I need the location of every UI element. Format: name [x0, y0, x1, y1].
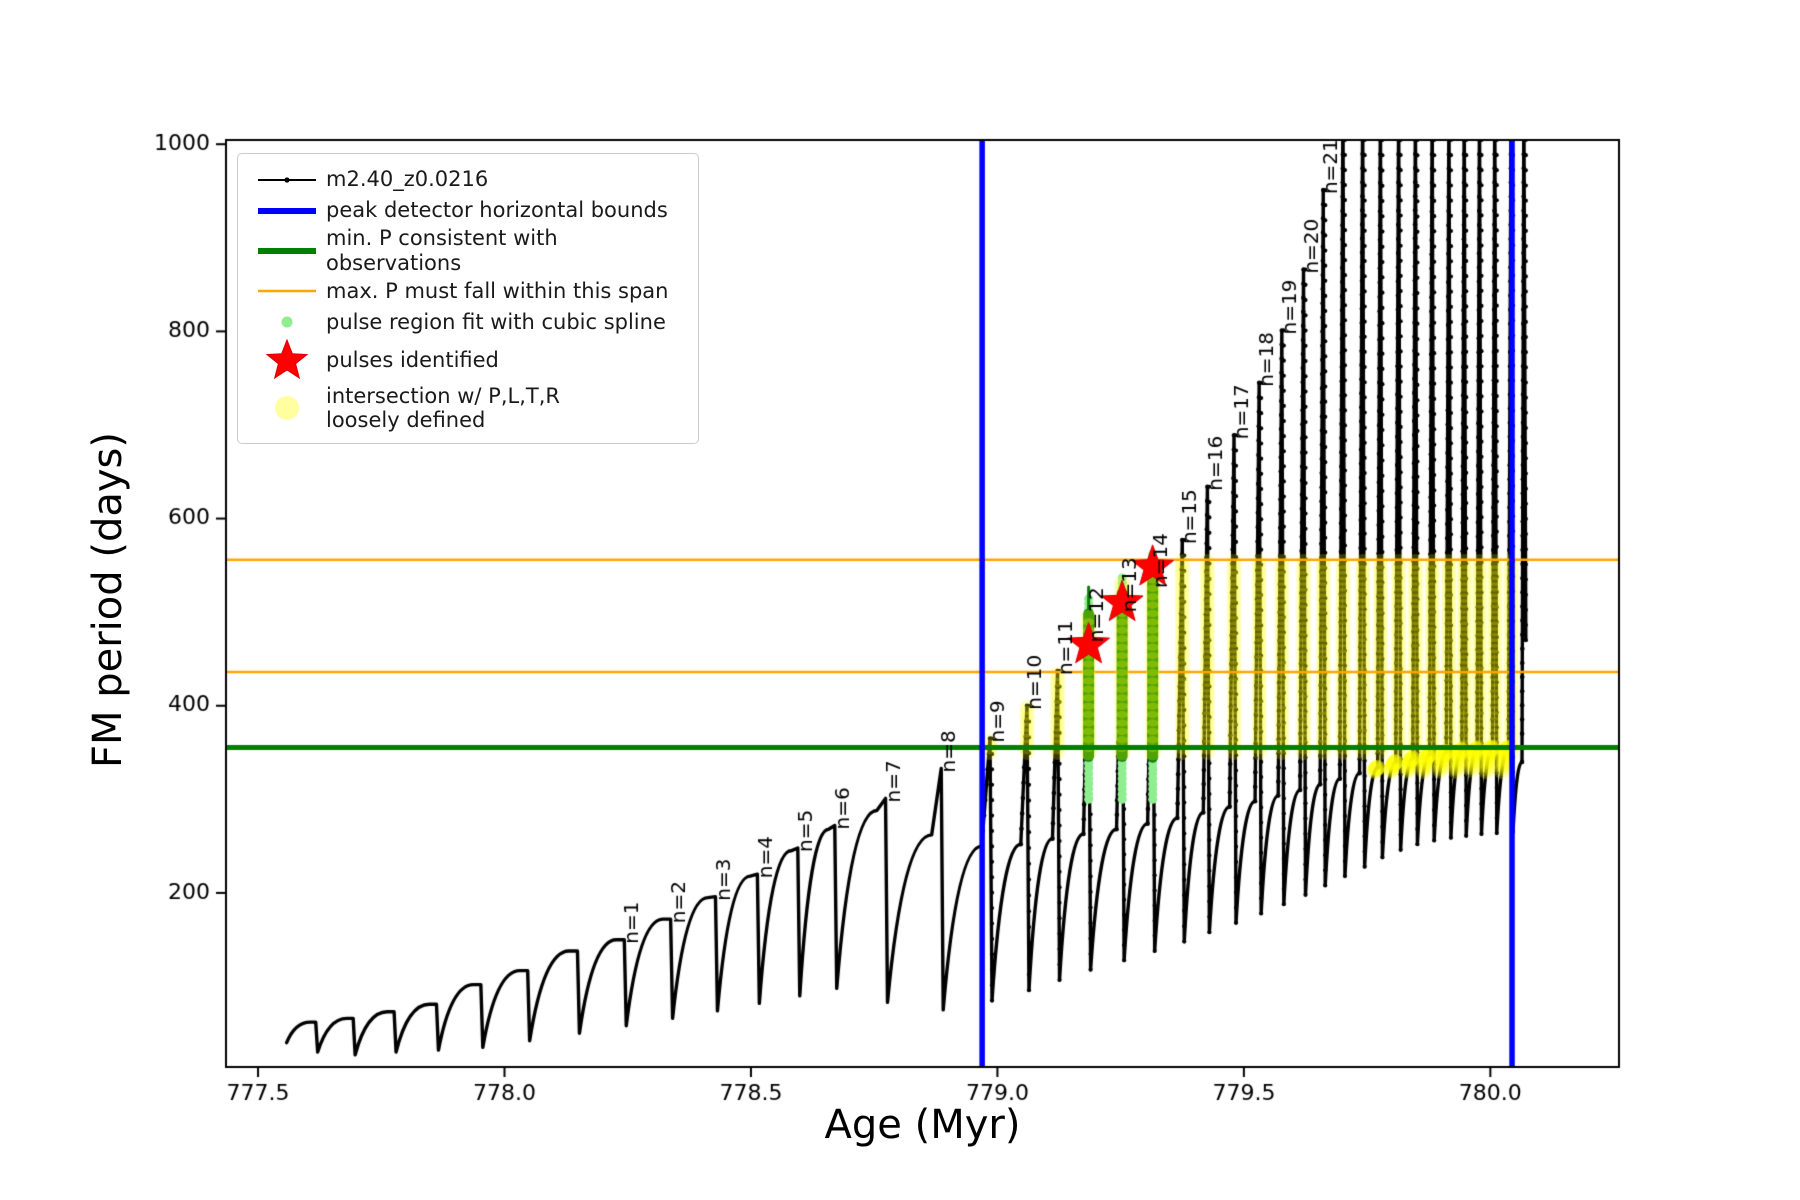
legend-dot-large-icon: [248, 393, 326, 423]
legend-item-label: pulses identified: [326, 348, 499, 373]
legend-line-dot-icon: [248, 169, 326, 191]
legend-item: peak detector horizontal bounds: [248, 195, 686, 226]
legend-thick-line-icon: [248, 240, 326, 262]
legend-item: pulses identified: [248, 338, 686, 384]
legend-item-label: peak detector horizontal bounds: [326, 198, 668, 223]
legend-item: intersection w/ P,L,T,R loosely defined: [248, 384, 686, 434]
legend-item: m2.40_z0.0216: [248, 164, 686, 195]
x-axis-title: Age (Myr): [824, 1102, 1021, 1148]
legend-item-label: intersection w/ P,L,T,R loosely defined: [326, 383, 560, 433]
legend-line-icon: [248, 280, 326, 302]
legend-item: pulse region fit with cubic spline: [248, 307, 686, 338]
legend-item-label: max. P must fall within this span: [326, 278, 669, 303]
legend-item-label: pulse region fit with cubic spline: [326, 309, 666, 334]
y-axis-title: FM period (days): [85, 432, 131, 768]
legend-dot-small-icon: [248, 311, 326, 333]
legend-star-icon: [248, 338, 326, 384]
legend-item: max. P must fall within this span: [248, 276, 686, 307]
legend-item-label: m2.40_z0.0216: [326, 167, 489, 192]
legend-thick-line-icon: [248, 200, 326, 222]
legend-item-label: min. P consistent with observations: [326, 226, 558, 275]
legend-item: min. P consistent with observations: [248, 226, 686, 276]
